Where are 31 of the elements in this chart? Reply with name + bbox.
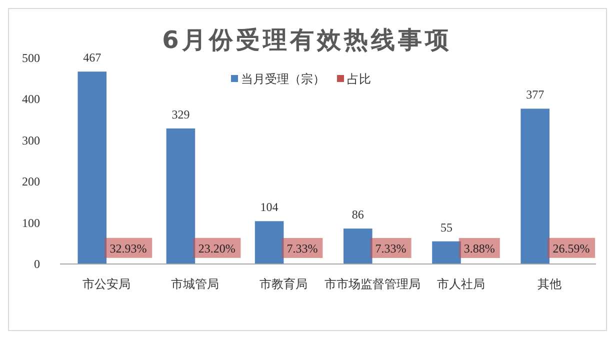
x-tick-label: 市市场监督管理局 — [324, 277, 420, 291]
data-label: 7.33% — [375, 241, 406, 256]
y-tick-label: 300 — [22, 133, 40, 148]
y-tick-label: 0 — [34, 257, 40, 271]
y-tick-label: 100 — [22, 216, 40, 230]
data-label: 23.20% — [198, 241, 236, 256]
legend-label: 当月受理（宗） — [241, 72, 325, 86]
data-label: 467 — [83, 50, 102, 65]
y-tick-label: 200 — [22, 174, 40, 189]
bar — [166, 128, 196, 264]
data-label: 377 — [526, 88, 544, 102]
x-tick-label: 市教育局 — [260, 277, 308, 291]
data-label: 329 — [172, 107, 190, 122]
x-tick-label: 其他 — [537, 277, 562, 291]
bar — [78, 72, 107, 264]
data-label: 32.93% — [110, 241, 147, 256]
x-tick-label: 市人社局 — [436, 277, 485, 291]
data-label: 3.88% — [464, 241, 495, 256]
bar — [254, 221, 284, 264]
data-label: 55 — [440, 220, 452, 234]
chart-title: 6月份受理有效热线事项 — [162, 26, 452, 54]
bar — [520, 108, 550, 264]
data-label: 86 — [352, 208, 364, 222]
x-tick-label: 市公安局 — [82, 277, 131, 291]
y-tick-label: 400 — [22, 92, 40, 106]
data-label: 26.59% — [552, 241, 590, 256]
legend-label: 占比 — [347, 72, 371, 86]
data-label: 104 — [260, 200, 278, 214]
data-label: 7.33% — [286, 241, 318, 256]
x-tick-label: 市城管局 — [171, 277, 220, 291]
y-tick-label: 500 — [22, 51, 40, 65]
